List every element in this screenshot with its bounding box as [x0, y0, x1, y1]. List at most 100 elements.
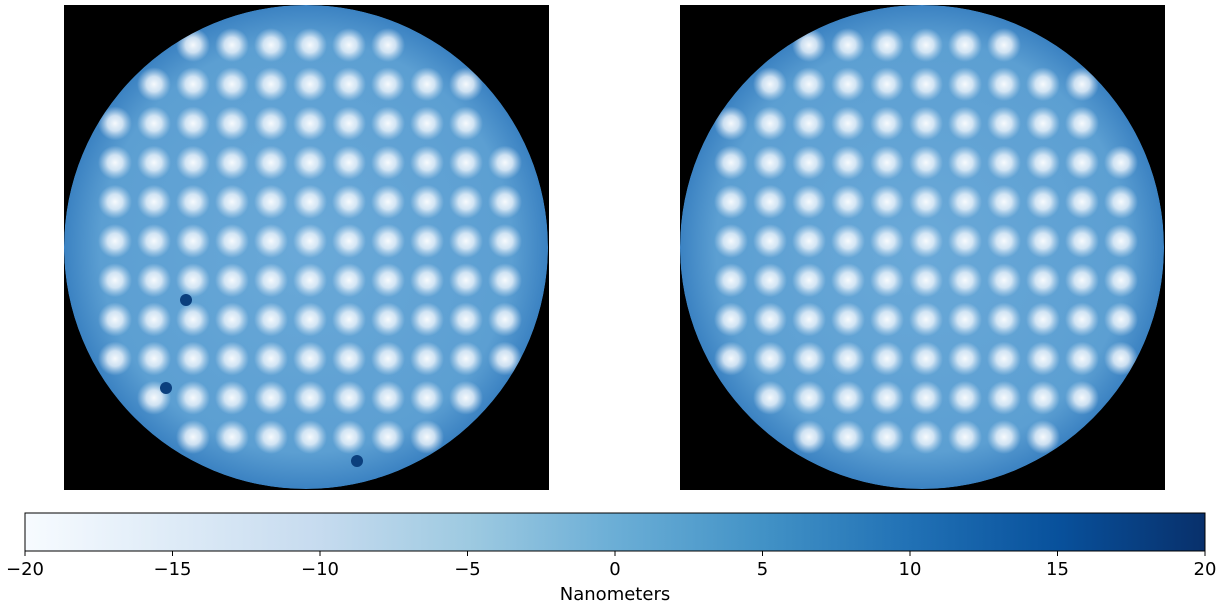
- actuator-spot: [98, 302, 132, 336]
- actuator-spot: [332, 28, 366, 62]
- actuator-spot: [753, 224, 787, 258]
- actuator-spot: [410, 342, 444, 376]
- colorbar-tick-label: 20: [1194, 559, 1217, 580]
- actuator-spot: [215, 28, 249, 62]
- actuator-spot: [831, 263, 865, 297]
- actuator-spot: [1026, 381, 1060, 415]
- actuator-spot: [870, 146, 904, 180]
- actuator-spot: [870, 67, 904, 101]
- actuator-spot: [98, 342, 132, 376]
- actuator-spot: [449, 342, 483, 376]
- actuator-spot: [137, 106, 171, 140]
- actuator-spot: [948, 224, 982, 258]
- actuator-spot: [449, 106, 483, 140]
- actuator-spot: [137, 302, 171, 336]
- actuator-spot: [870, 28, 904, 62]
- actuator-spot: [98, 263, 132, 297]
- actuator-spot: [488, 146, 522, 180]
- actuator-spot: [1104, 224, 1138, 258]
- actuator-spot: [449, 263, 483, 297]
- actuator-spot: [909, 224, 943, 258]
- actuator-spot: [488, 263, 522, 297]
- actuator-spot: [753, 302, 787, 336]
- actuator-spot: [987, 263, 1021, 297]
- actuator-spot: [254, 420, 288, 454]
- actuator-spot: [1026, 263, 1060, 297]
- colorbar-tick-label: −15: [154, 559, 192, 580]
- actuator-spot: [909, 381, 943, 415]
- colorbar: [25, 513, 1205, 551]
- actuator-spot: [176, 106, 210, 140]
- actuator-spot: [870, 420, 904, 454]
- actuator-spot: [870, 106, 904, 140]
- actuator-spot: [371, 185, 405, 219]
- actuator-spot: [1104, 302, 1138, 336]
- actuator-spot: [254, 302, 288, 336]
- actuator-spot: [831, 67, 865, 101]
- actuator-spot: [870, 185, 904, 219]
- actuator-spot: [293, 67, 327, 101]
- actuator-spot: [831, 185, 865, 219]
- actuator-spot: [1026, 342, 1060, 376]
- actuator-spot: [332, 146, 366, 180]
- actuator-spot: [948, 263, 982, 297]
- actuator-spot: [332, 224, 366, 258]
- actuator-spot: [792, 146, 826, 180]
- actuator-spot: [753, 146, 787, 180]
- actuator-spot: [909, 146, 943, 180]
- actuator-spot: [215, 67, 249, 101]
- actuator-spot: [371, 302, 405, 336]
- mirror-surface: [64, 5, 548, 489]
- actuator-spot: [1104, 263, 1138, 297]
- actuator-spot: [488, 224, 522, 258]
- actuator-spot: [948, 146, 982, 180]
- actuator-spot: [293, 263, 327, 297]
- actuator-spot: [948, 67, 982, 101]
- actuator-spot: [792, 106, 826, 140]
- actuator-spot: [909, 67, 943, 101]
- actuator-spot: [371, 67, 405, 101]
- defect: [180, 294, 192, 306]
- actuator-spot: [293, 302, 327, 336]
- actuator-spot: [293, 381, 327, 415]
- actuator-spot: [332, 263, 366, 297]
- actuator-spot: [792, 185, 826, 219]
- actuator-spot: [410, 302, 444, 336]
- actuator-spot: [371, 28, 405, 62]
- actuator-spot: [254, 146, 288, 180]
- actuator-spot: [753, 381, 787, 415]
- actuator-spot: [948, 302, 982, 336]
- actuator-spot: [909, 302, 943, 336]
- actuator-spot: [371, 420, 405, 454]
- actuator-spot: [987, 420, 1021, 454]
- actuator-spot: [909, 106, 943, 140]
- actuator-spot: [176, 302, 210, 336]
- actuator-spot: [831, 146, 865, 180]
- actuator-spot: [1065, 106, 1099, 140]
- actuator-spot: [332, 381, 366, 415]
- actuator-spot: [488, 185, 522, 219]
- actuator-spot: [714, 185, 748, 219]
- actuator-spot: [792, 263, 826, 297]
- actuator-spot: [449, 381, 483, 415]
- actuator-spot: [332, 420, 366, 454]
- actuator-spot: [254, 67, 288, 101]
- actuator-spot: [1026, 67, 1060, 101]
- chart: Nanometers −20−15−10−505101520: [0, 0, 1225, 607]
- actuator-spot: [987, 106, 1021, 140]
- actuator-spot: [371, 146, 405, 180]
- colorbar-tick-label: −5: [454, 559, 481, 580]
- actuator-spot: [332, 342, 366, 376]
- actuator-spot: [909, 420, 943, 454]
- actuator-spot: [254, 263, 288, 297]
- actuator-spot: [176, 342, 210, 376]
- actuator-spot: [254, 224, 288, 258]
- actuator-spot: [215, 146, 249, 180]
- actuator-spot: [410, 381, 444, 415]
- actuator-spot: [1065, 263, 1099, 297]
- actuator-spot: [293, 28, 327, 62]
- actuator-spot: [137, 185, 171, 219]
- actuator-spot: [987, 67, 1021, 101]
- actuator-spot: [987, 224, 1021, 258]
- actuator-spot: [714, 263, 748, 297]
